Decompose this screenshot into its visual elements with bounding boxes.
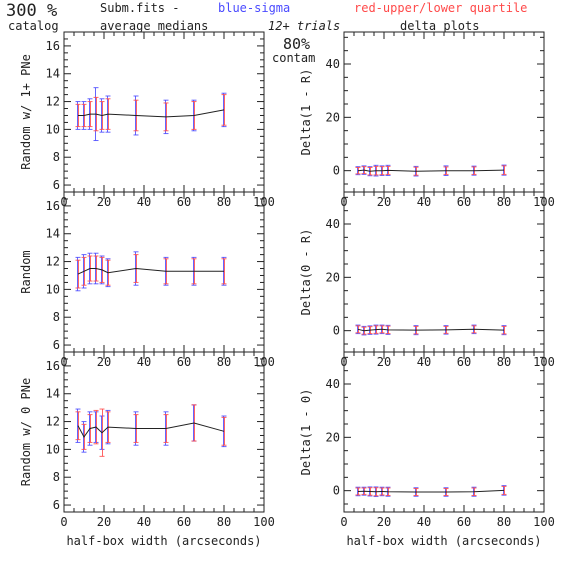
- x-tick-label: 40: [137, 515, 151, 529]
- y-tick-label: 20: [326, 430, 340, 444]
- y-tick-label: 12: [46, 255, 60, 269]
- x-tick-label: 60: [457, 355, 471, 369]
- header-medians: average medians: [100, 19, 208, 33]
- plot-frame: [343, 191, 545, 353]
- y-tick-label: 0: [333, 484, 340, 498]
- median-line: [77, 267, 224, 275]
- x-tick-label: 20: [377, 195, 391, 209]
- y-tick-label: 40: [326, 57, 340, 71]
- x-tick-label: 60: [457, 515, 471, 529]
- median-line: [78, 109, 225, 118]
- y-tick-label: 6: [53, 178, 60, 192]
- y-axis-label: Delta(0 - R): [299, 229, 313, 316]
- chart-panel-5: 0 20 40 60 80 100 6 8 10 12 14 16 Random w/ 0 PNe hal…: [19, 351, 275, 548]
- x-tick-label: 40: [417, 355, 431, 369]
- chart-panel-6: 0 20 40 60 80 100 0 20 40 Delta(1 - 0) half-box wi…: [299, 351, 555, 548]
- y-tick-label: 6: [53, 498, 60, 512]
- x-tick-label: 100: [533, 515, 555, 529]
- y-tick-label: 8: [53, 310, 60, 324]
- x-tick-label: 60: [177, 355, 191, 369]
- header-file: Subm.fits -: [100, 1, 179, 15]
- plot-frame: [63, 351, 265, 513]
- y-tick-label: 12: [46, 95, 60, 109]
- y-tick-label: 6: [53, 338, 60, 352]
- header-contam: contam: [272, 51, 315, 65]
- x-tick-label: 40: [417, 195, 431, 209]
- x-tick-label: 60: [457, 195, 471, 209]
- x-tick-label: 80: [497, 355, 511, 369]
- header-delta-title: delta plots: [400, 19, 479, 33]
- x-tick-label: 20: [377, 355, 391, 369]
- x-tick-label: 20: [97, 355, 111, 369]
- y-tick-label: 16: [46, 199, 60, 213]
- x-tick-label: 40: [417, 515, 431, 529]
- x-tick-label: 20: [377, 515, 391, 529]
- plot-frame: [343, 31, 545, 193]
- x-tick-label: 80: [497, 515, 511, 529]
- x-tick-label: 80: [217, 515, 231, 529]
- y-tick-label: 10: [46, 282, 60, 296]
- x-tick-label: 100: [253, 515, 275, 529]
- median-line: [357, 489, 505, 493]
- x-tick-label: 0: [60, 515, 67, 529]
- y-tick-label: 10: [46, 122, 60, 136]
- header-contam-pct: 80%: [283, 35, 310, 53]
- median-line: [357, 169, 505, 172]
- y-tick-label: 14: [46, 67, 60, 81]
- y-tick-label: 0: [333, 164, 340, 178]
- y-tick-label: 16: [46, 39, 60, 53]
- y-axis-label: Random w/ 1+ PNe: [19, 54, 33, 170]
- y-tick-label: 40: [326, 217, 340, 231]
- median-line: [77, 422, 225, 438]
- header-percent: 300 %: [6, 1, 57, 21]
- y-tick-label: 0: [333, 324, 340, 338]
- x-tick-label: 80: [217, 355, 231, 369]
- header-trials: 12+ trials: [268, 19, 340, 33]
- x-tick-label: 40: [137, 355, 151, 369]
- y-tick-label: 8: [53, 150, 60, 164]
- x-tick-label: 0: [340, 515, 347, 529]
- y-axis-label: Delta(1 - R): [299, 69, 313, 156]
- plot-frame: [63, 191, 265, 353]
- x-axis-label: half-box width (arcseconds): [66, 534, 261, 548]
- y-tick-label: 16: [46, 359, 60, 373]
- y-axis-label: Random: [19, 250, 33, 293]
- x-tick-label: 20: [97, 195, 111, 209]
- x-tick-label: 20: [97, 515, 111, 529]
- y-tick-label: 12: [46, 415, 60, 429]
- y-tick-label: 20: [326, 110, 340, 124]
- x-tick-label: 60: [177, 515, 191, 529]
- y-tick-label: 14: [46, 227, 60, 241]
- header-red-legend: red-upper/lower quartile: [354, 1, 527, 15]
- y-axis-label: Delta(1 - 0): [299, 389, 313, 476]
- y-tick-label: 8: [53, 470, 60, 484]
- x-tick-label: 80: [497, 195, 511, 209]
- header-catalog: catalog: [8, 19, 59, 33]
- y-axis-label: Random w/ 0 PNe: [19, 378, 33, 486]
- x-tick-label: 40: [137, 195, 151, 209]
- plot-frame: [63, 31, 265, 193]
- x-tick-label: 60: [177, 195, 191, 209]
- median-line: [357, 328, 505, 332]
- x-axis-label: half-box width (arcseconds): [346, 534, 541, 548]
- x-tick-label: 80: [217, 195, 231, 209]
- y-tick-label: 20: [326, 270, 340, 284]
- y-tick-label: 10: [46, 442, 60, 456]
- y-tick-label: 14: [46, 387, 60, 401]
- y-tick-label: 40: [326, 377, 340, 391]
- header-blue-legend: blue-sigma: [218, 1, 290, 15]
